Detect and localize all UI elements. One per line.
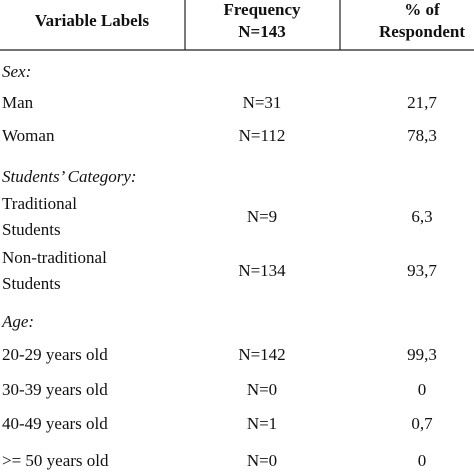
frequency-cell: N=9 [247,207,277,226]
frequency-cell: N=1 [247,414,277,433]
percent-cell: 93,7 [407,261,437,280]
row-label: Man [2,93,34,112]
row-label: >= 50 years old [2,451,109,470]
frequency-cell: N=134 [238,261,286,280]
header-cell: N=143 [238,22,285,41]
row-label: 20-29 years old [2,345,108,364]
row-label: 30-39 years old [2,380,108,399]
row-label: Students [2,274,61,293]
section-label: Age: [1,312,34,331]
frequency-cell: N=112 [239,126,286,145]
percent-cell: 99,3 [407,345,437,364]
section-label: Sex: [2,62,31,81]
frequency-cell: N=142 [238,345,285,364]
percent-cell: 21,7 [407,93,437,112]
percent-cell: 6,3 [411,207,432,226]
section-label: Students’ Category: [2,167,137,186]
percent-cell: 0,7 [411,414,433,433]
percent-cell: 78,3 [407,126,437,145]
row-label: Non-traditional [2,248,107,267]
row-label: 40-49 years old [2,414,108,433]
row-label: Woman [2,126,55,145]
frequency-cell: N=0 [247,380,277,399]
frequency-cell: N=0 [247,451,277,470]
header-cell: Variable Labels [35,11,150,30]
row-label: Students [2,220,61,239]
header-cell: % of [404,0,440,19]
header-cell: Frequency [223,0,301,19]
percent-cell: 0 [418,451,427,470]
row-label: Traditional [2,194,77,213]
percent-cell: 0 [418,380,427,399]
header-cell: Respondent [379,22,465,41]
frequency-cell: N=31 [243,93,282,112]
